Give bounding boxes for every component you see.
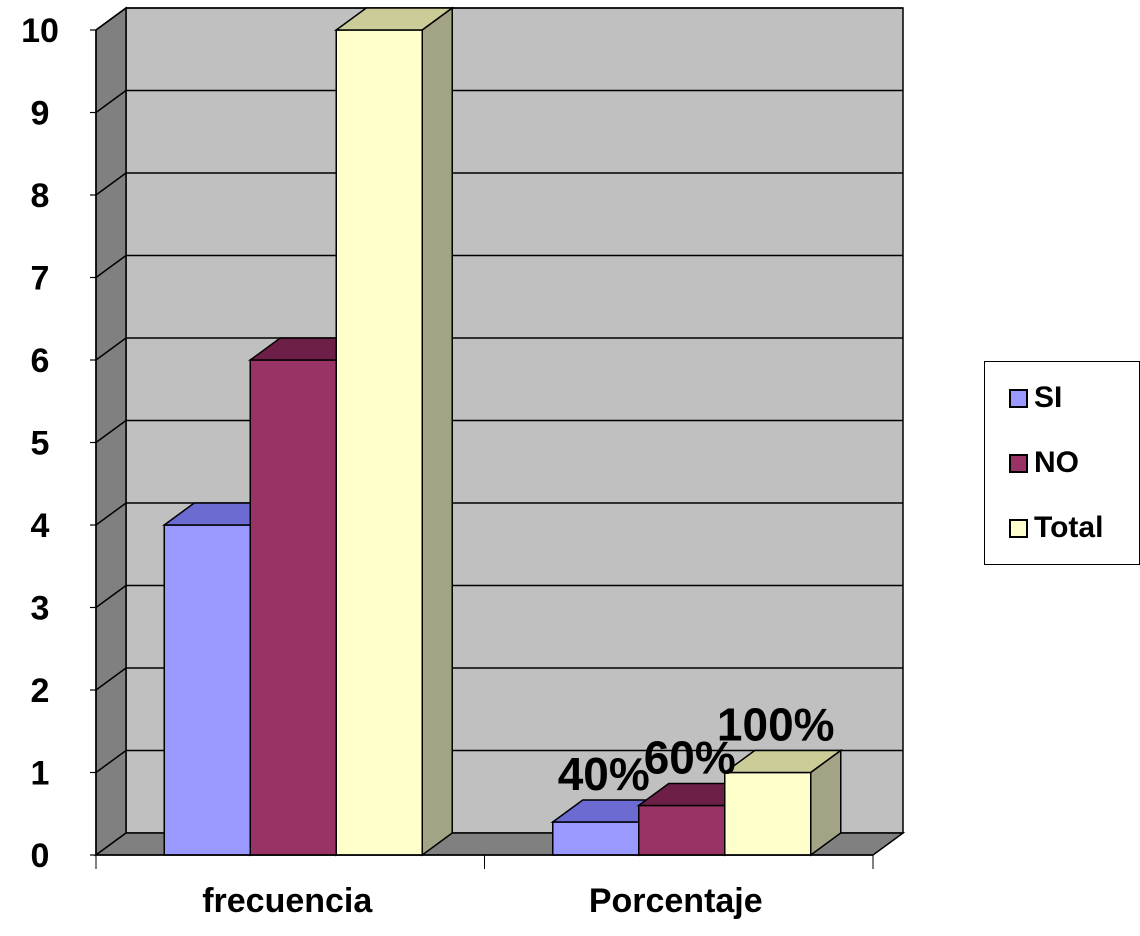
- legend-item-total: Total: [1009, 508, 1103, 548]
- legend-swatch-si: [1009, 388, 1028, 408]
- gridline: [95, 254, 903, 279]
- bars: [161, 6, 844, 857]
- legend-label-no: NO: [1034, 446, 1079, 479]
- bar-front: [552, 821, 640, 856]
- legend-swatch-total: [1009, 518, 1028, 538]
- legend: SI NO Total: [984, 361, 1140, 565]
- bar-side: [421, 6, 453, 857]
- y-tick-label: 9: [31, 95, 50, 133]
- y-tick-label: 1: [31, 755, 50, 793]
- y-tick-label: 8: [31, 177, 50, 215]
- legend-item-si: SI: [1009, 378, 1062, 418]
- y-tick-label: 7: [31, 260, 50, 298]
- x-category-label: Porcentaje: [589, 882, 763, 920]
- data-label: 60%: [644, 732, 736, 784]
- legend-swatch-no: [1009, 453, 1028, 473]
- legend-label-total: Total: [1034, 511, 1104, 544]
- bar-front: [335, 29, 423, 856]
- gridline: [95, 502, 903, 526]
- bar-side: [810, 749, 842, 857]
- y-tick-label: 2: [31, 672, 50, 710]
- data-labels: 40%60%100%: [558, 699, 835, 801]
- gridline: [95, 7, 903, 31]
- data-label: 40%: [558, 748, 650, 800]
- gridline: [95, 749, 903, 774]
- gridline: [95, 337, 903, 361]
- y-axis-ticks: 0 1 2 3 4 5 6 7 8 9 10: [21, 12, 97, 875]
- gridline: [95, 89, 903, 114]
- bar-front: [724, 771, 812, 856]
- x-category-label: frecuencia: [202, 882, 373, 920]
- gridline: [95, 172, 903, 196]
- bar-front: [163, 524, 251, 856]
- bar-front: [638, 804, 726, 856]
- y-tick-label: 6: [31, 342, 50, 380]
- legend-label-si: SI: [1034, 381, 1063, 414]
- y-tick-label: 10: [21, 12, 59, 50]
- gridlines: [95, 7, 903, 774]
- y-tick-label: 0: [31, 837, 50, 875]
- bar-front: [249, 359, 337, 856]
- gridline: [95, 419, 903, 444]
- legend-item-no: NO: [1009, 443, 1079, 483]
- x-axis-labels: frecuencia Porcentaje: [95, 854, 874, 920]
- gridline: [95, 667, 903, 691]
- y-tick-label: 4: [31, 507, 50, 545]
- data-label: 100%: [717, 699, 835, 751]
- y-tick-label: 3: [31, 590, 50, 628]
- y-tick-label: 5: [31, 425, 50, 463]
- gridline: [95, 584, 903, 609]
